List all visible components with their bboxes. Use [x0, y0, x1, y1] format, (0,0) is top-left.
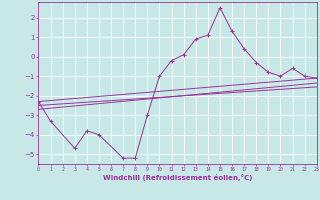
X-axis label: Windchill (Refroidissement éolien,°C): Windchill (Refroidissement éolien,°C): [103, 174, 252, 181]
